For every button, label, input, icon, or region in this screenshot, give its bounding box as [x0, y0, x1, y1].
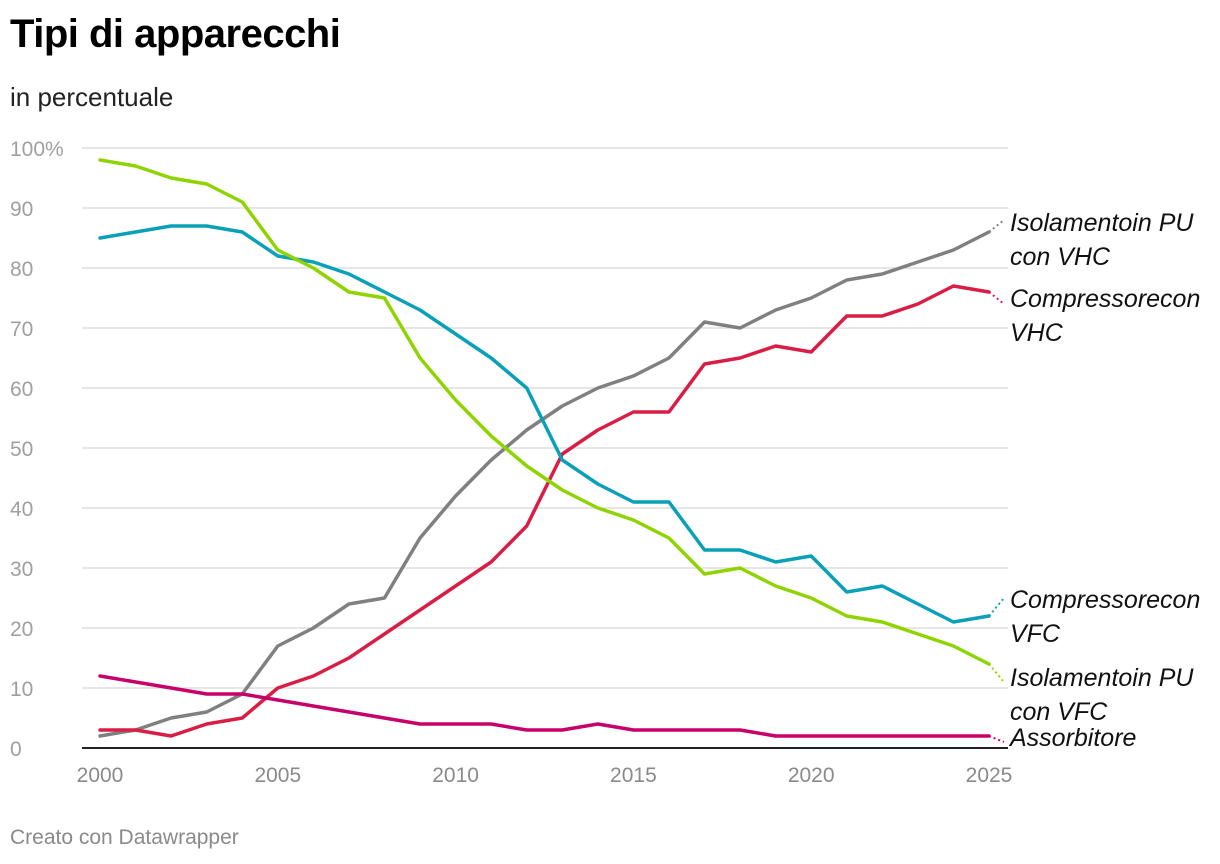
- y-tick-label: 60: [10, 378, 33, 401]
- series-connector: [988, 597, 1005, 617]
- series-label: Compressorecon VHC: [1010, 285, 1200, 347]
- series-label-line: VFC: [1010, 620, 1061, 648]
- y-axis: 0 10 20 30 40 50 60 70 80 90 100%: [10, 138, 64, 761]
- series-label: Isolamentoin PU con VHC: [1010, 209, 1194, 271]
- x-tick-label: 2010: [432, 764, 479, 787]
- y-tick-label: 70: [10, 318, 33, 341]
- series-line: [98, 230, 991, 738]
- series-line: [98, 674, 991, 738]
- series-connector: [988, 291, 1005, 305]
- series-lines: [98, 158, 1005, 743]
- series-connector: [988, 735, 1005, 743]
- series-connector: [988, 219, 1005, 233]
- x-axis: 2000 2005 2010 2015 2020 2025: [77, 747, 1013, 787]
- series-connector: [988, 663, 1005, 683]
- y-tick-label: 50: [10, 438, 33, 461]
- x-tick-label: 2000: [77, 764, 124, 787]
- series-label-line: con VFC: [1010, 698, 1108, 726]
- y-tick-label: 90: [10, 198, 33, 221]
- series-label: Assorbitore: [1008, 724, 1136, 752]
- series-label-line: VHC: [1010, 319, 1064, 347]
- y-tick-label: 80: [10, 258, 33, 281]
- y-tick-label: 20: [10, 618, 33, 641]
- x-tick-label: 2015: [610, 764, 657, 787]
- series-label-line: Isolamentoin PU: [1010, 209, 1194, 237]
- series-label-line: Isolamentoin PU: [1010, 664, 1194, 692]
- series-label-line: con VHC: [1010, 243, 1111, 271]
- chart-title: Tipi di apparecchi: [10, 12, 341, 56]
- series-label-line: Compressorecon: [1010, 285, 1200, 313]
- y-tick-label: 0: [10, 738, 22, 761]
- y-tick-label: 10: [10, 678, 33, 701]
- series-line: [98, 284, 991, 738]
- series-line: [98, 158, 991, 666]
- y-tick-label: 30: [10, 558, 33, 581]
- x-tick-label: 2005: [254, 764, 301, 787]
- y-tick-label: 40: [10, 498, 33, 521]
- series-label-line: Compressorecon: [1010, 586, 1200, 614]
- grid-lines: [82, 147, 1008, 689]
- y-tick-label: 100%: [10, 138, 64, 161]
- series-label: Isolamentoin PU con VFC: [1010, 664, 1194, 726]
- chart-subtitle: in percentuale: [10, 82, 174, 112]
- x-tick-label: 2025: [966, 764, 1013, 787]
- footer-credit: Creato con Datawrapper: [10, 826, 239, 849]
- x-tick-label: 2020: [788, 764, 835, 787]
- series-line: [98, 224, 991, 624]
- series-label: Compressorecon VFC: [1010, 586, 1200, 648]
- series-label-line: Assorbitore: [1008, 724, 1136, 752]
